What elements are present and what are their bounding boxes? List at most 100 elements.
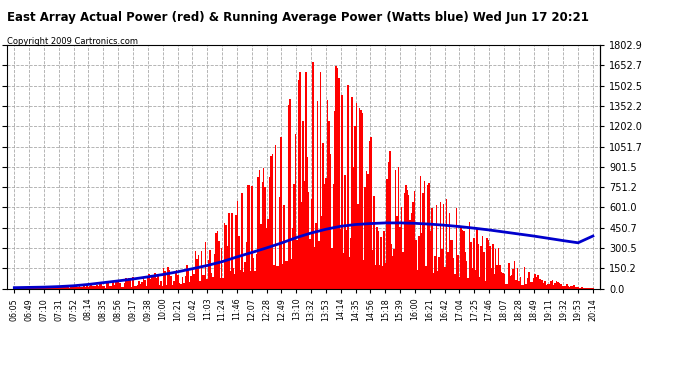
- Bar: [372, 250, 373, 289]
- Bar: [173, 281, 175, 289]
- Bar: [506, 284, 508, 289]
- Bar: [184, 284, 185, 289]
- Bar: [551, 280, 553, 289]
- Bar: [286, 261, 288, 289]
- Bar: [167, 267, 169, 289]
- Bar: [534, 274, 535, 289]
- Bar: [504, 273, 505, 289]
- Bar: [560, 284, 562, 289]
- Bar: [386, 179, 388, 289]
- Bar: [340, 229, 342, 289]
- Bar: [92, 285, 93, 289]
- Bar: [440, 202, 442, 289]
- Bar: [379, 265, 380, 289]
- Bar: [488, 240, 489, 289]
- Bar: [547, 284, 549, 289]
- Bar: [321, 216, 322, 289]
- Bar: [314, 247, 315, 289]
- Bar: [356, 103, 357, 289]
- Bar: [435, 206, 437, 289]
- Bar: [482, 236, 484, 289]
- Bar: [589, 288, 591, 289]
- Bar: [491, 268, 492, 289]
- Bar: [202, 275, 204, 289]
- Bar: [457, 255, 459, 289]
- Bar: [119, 283, 121, 289]
- Bar: [477, 244, 479, 289]
- Bar: [70, 287, 72, 289]
- Bar: [181, 277, 184, 289]
- Bar: [230, 271, 231, 289]
- Bar: [169, 270, 170, 289]
- Bar: [69, 288, 70, 289]
- Bar: [63, 287, 64, 289]
- Bar: [146, 286, 147, 289]
- Bar: [22, 288, 23, 289]
- Bar: [331, 249, 333, 289]
- Bar: [531, 282, 533, 289]
- Bar: [546, 285, 547, 289]
- Bar: [400, 227, 401, 289]
- Bar: [260, 225, 262, 289]
- Bar: [257, 177, 259, 289]
- Bar: [31, 288, 32, 289]
- Bar: [128, 278, 130, 289]
- Bar: [376, 226, 377, 289]
- Bar: [67, 287, 69, 289]
- Bar: [99, 284, 101, 289]
- Bar: [346, 230, 347, 289]
- Bar: [83, 286, 85, 289]
- Bar: [438, 257, 440, 289]
- Bar: [280, 137, 282, 289]
- Bar: [140, 284, 141, 289]
- Bar: [351, 97, 353, 289]
- Bar: [424, 181, 426, 289]
- Bar: [175, 273, 176, 289]
- Bar: [98, 286, 99, 289]
- Bar: [104, 286, 105, 289]
- Bar: [493, 274, 495, 289]
- Bar: [206, 279, 208, 289]
- Bar: [480, 246, 482, 289]
- Bar: [198, 255, 199, 289]
- Bar: [275, 145, 276, 289]
- Bar: [430, 231, 431, 289]
- Bar: [118, 282, 119, 289]
- Bar: [518, 281, 520, 289]
- Bar: [443, 204, 444, 289]
- Bar: [259, 170, 260, 289]
- Bar: [537, 275, 538, 289]
- Bar: [402, 252, 404, 289]
- Bar: [209, 250, 211, 289]
- Bar: [514, 261, 515, 289]
- Bar: [543, 283, 544, 289]
- Bar: [575, 288, 576, 289]
- Bar: [421, 232, 422, 289]
- Bar: [38, 288, 40, 289]
- Bar: [237, 201, 238, 289]
- Bar: [485, 281, 486, 289]
- Bar: [137, 285, 138, 289]
- Bar: [253, 258, 255, 289]
- Bar: [367, 174, 369, 289]
- Bar: [48, 288, 50, 289]
- Bar: [115, 280, 117, 289]
- Bar: [222, 278, 224, 289]
- Bar: [317, 101, 318, 289]
- Bar: [262, 182, 263, 289]
- Bar: [472, 268, 473, 289]
- Bar: [56, 288, 57, 289]
- Bar: [353, 167, 355, 289]
- Bar: [301, 202, 302, 289]
- Bar: [509, 276, 511, 289]
- Bar: [473, 238, 475, 289]
- Bar: [170, 276, 172, 289]
- Bar: [549, 284, 550, 289]
- Bar: [335, 66, 337, 289]
- Bar: [108, 282, 109, 289]
- Bar: [420, 176, 421, 289]
- Bar: [355, 126, 356, 289]
- Bar: [163, 268, 164, 289]
- Bar: [380, 237, 382, 289]
- Bar: [395, 170, 397, 289]
